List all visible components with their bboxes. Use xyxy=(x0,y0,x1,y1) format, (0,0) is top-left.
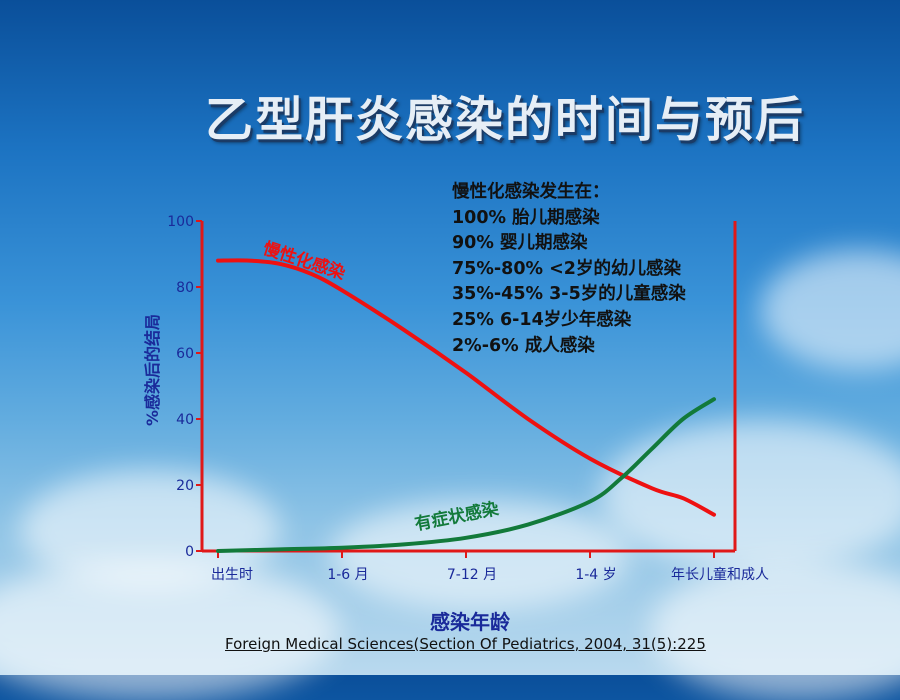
y-axis-label: %感染后的结局 xyxy=(143,314,162,426)
y-tick-labels: 0 20 40 60 80 100 xyxy=(167,214,194,560)
outcome-chart: 020406080100 出生时 1-6 月 7-12 月 1-4 岁年长儿童和成人 … xyxy=(143,214,769,634)
series-label-chronic: 慢性化感染 xyxy=(260,238,347,284)
y-tick-label: 0 xyxy=(185,544,194,560)
y-tick-label: 60 xyxy=(176,346,194,362)
x-tick-label: 7-12 月 xyxy=(447,567,497,583)
chronic-infection-note: 慢性化感染发生在： 100% 胎儿期感染 90% 婴儿期感染 75%-80% <… xyxy=(452,180,686,359)
series-lines xyxy=(216,258,716,553)
y-tick-label: 20 xyxy=(176,478,194,494)
x-tick-label: 出生时 xyxy=(211,567,253,583)
x-tick-label: 年长儿童和成人 xyxy=(671,566,769,583)
note-item: 75%-80% <2岁的幼儿感染 xyxy=(452,258,681,279)
y-tick-label: 40 xyxy=(176,412,194,428)
note-item: 2%-6% 成人感染 xyxy=(452,335,595,356)
citation-link[interactable]: Foreign Medical Sciences(Section Of Pedi… xyxy=(225,635,706,653)
x-tick-label: 1-6 月 xyxy=(327,567,368,583)
x-tick-label: 1-4 岁 xyxy=(575,567,616,583)
note-item: 90% 婴儿期感染 xyxy=(452,233,588,254)
x-axis-label: 感染年龄 xyxy=(430,610,511,634)
y-tick-label: 100 xyxy=(167,214,194,230)
x-tick-labels: 出生时 1-6 月 7-12 月 1-4 岁 年长儿童和成人 xyxy=(211,566,769,583)
note-item: 25% 6-14岁少年感染 xyxy=(452,309,632,330)
y-tick-label: 80 xyxy=(176,280,194,296)
series-line-symptomatic xyxy=(216,397,716,553)
note-item: 35%-45% 3-5岁的儿童感染 xyxy=(452,284,686,305)
slide-title: 乙型肝炎感染的时间与预后 xyxy=(204,92,805,148)
note-heading: 慢性化感染发生在： xyxy=(452,182,610,202)
series-line-chronic xyxy=(216,258,716,517)
series-label-symptomatic: 有症状感染 xyxy=(413,498,500,535)
note-item: 100% 胎儿期感染 xyxy=(452,207,600,228)
